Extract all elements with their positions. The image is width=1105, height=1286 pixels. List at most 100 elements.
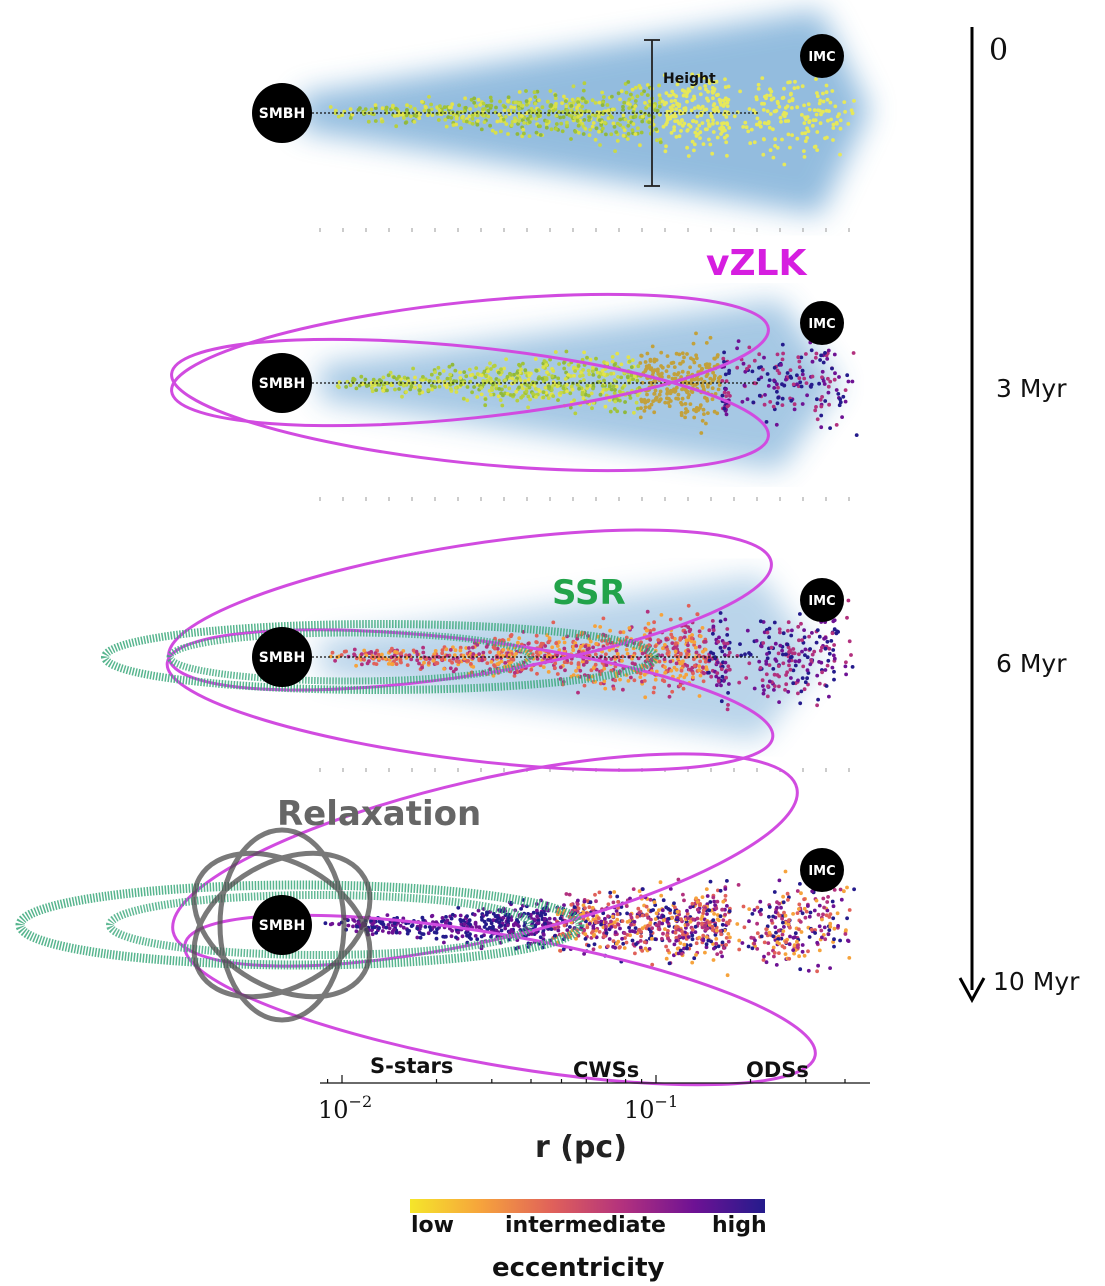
star-point [359, 374, 364, 379]
star-point [752, 358, 757, 363]
star-point [703, 647, 708, 652]
star-point [676, 951, 681, 956]
star-point [615, 139, 620, 143]
star-point [647, 113, 651, 118]
star-point [454, 659, 459, 663]
star-point [820, 670, 824, 675]
star-point [539, 911, 544, 915]
star-point [686, 603, 691, 608]
star-point [545, 99, 550, 104]
star-point [705, 894, 710, 898]
star-point [814, 405, 818, 409]
star-point [639, 934, 643, 939]
star-point [809, 348, 814, 353]
star-point [554, 113, 559, 118]
star-point [772, 620, 777, 625]
star-point [775, 940, 780, 945]
star-point [412, 107, 417, 111]
star-point [499, 924, 503, 928]
star-point [506, 132, 510, 136]
star-point [609, 371, 613, 376]
star-point [698, 659, 702, 664]
star-point [766, 384, 771, 388]
star-point [697, 694, 702, 698]
star-point [600, 126, 605, 131]
star-point [776, 385, 780, 390]
star-point [626, 123, 631, 128]
star-point [664, 905, 669, 910]
star-point [510, 376, 515, 381]
star-point [677, 352, 682, 357]
star-point [583, 932, 588, 937]
star-point [698, 673, 703, 678]
star-point [612, 124, 617, 129]
star-point [657, 83, 661, 88]
star-point [626, 80, 631, 84]
star-point [571, 100, 576, 105]
star-point [609, 657, 614, 661]
star-point [702, 412, 706, 416]
star-point [458, 645, 463, 650]
star-point [645, 609, 650, 614]
star-point [727, 646, 731, 651]
star-point [459, 126, 463, 130]
star-point [784, 377, 788, 382]
ssr-orbit-p3-a [101, 620, 659, 694]
star-point [775, 673, 780, 677]
star-point [594, 126, 599, 131]
star-point [697, 644, 702, 649]
star-point [708, 900, 713, 904]
star-point [667, 961, 672, 966]
star-point [732, 114, 737, 119]
timeline-arrowhead [958, 977, 986, 1004]
star-point [714, 674, 719, 679]
star-point [765, 109, 770, 113]
star-point [387, 926, 392, 931]
star-point [695, 127, 700, 131]
star-point [769, 918, 774, 923]
star-point [581, 396, 586, 401]
star-point [762, 954, 766, 959]
star-point [831, 648, 836, 652]
star-point [582, 683, 587, 688]
star-point [602, 360, 606, 365]
star-point [685, 145, 689, 150]
star-point [635, 94, 640, 99]
star-point [662, 73, 667, 78]
imc-label: IMC [808, 50, 835, 65]
star-point [450, 102, 455, 107]
star-point [828, 912, 833, 916]
star-point [807, 935, 812, 939]
star-point [692, 640, 697, 645]
star-point [736, 339, 741, 343]
star-point [666, 936, 670, 941]
star-point [761, 152, 766, 157]
star-point [348, 107, 353, 111]
star-point [554, 122, 559, 126]
star-point [652, 410, 657, 415]
star-point [596, 114, 601, 119]
star-point [336, 114, 341, 119]
star-point [444, 124, 449, 129]
star-point [765, 694, 770, 699]
star-point [711, 118, 715, 122]
star-point [711, 96, 715, 101]
star-point [668, 659, 673, 664]
star-point [846, 598, 851, 603]
star-point [720, 954, 724, 959]
star-point [796, 945, 800, 950]
star-point [709, 79, 713, 83]
star-point [638, 415, 643, 420]
star-point [387, 658, 392, 662]
star-point [651, 690, 656, 695]
star-point [771, 914, 775, 919]
star-point [613, 925, 618, 929]
star-point [669, 131, 674, 135]
star-point [824, 913, 829, 918]
star-point [724, 394, 729, 398]
star-point [696, 73, 701, 78]
star-point [674, 135, 679, 139]
star-point [726, 97, 731, 102]
star-point [717, 918, 721, 923]
star-point [571, 84, 576, 89]
